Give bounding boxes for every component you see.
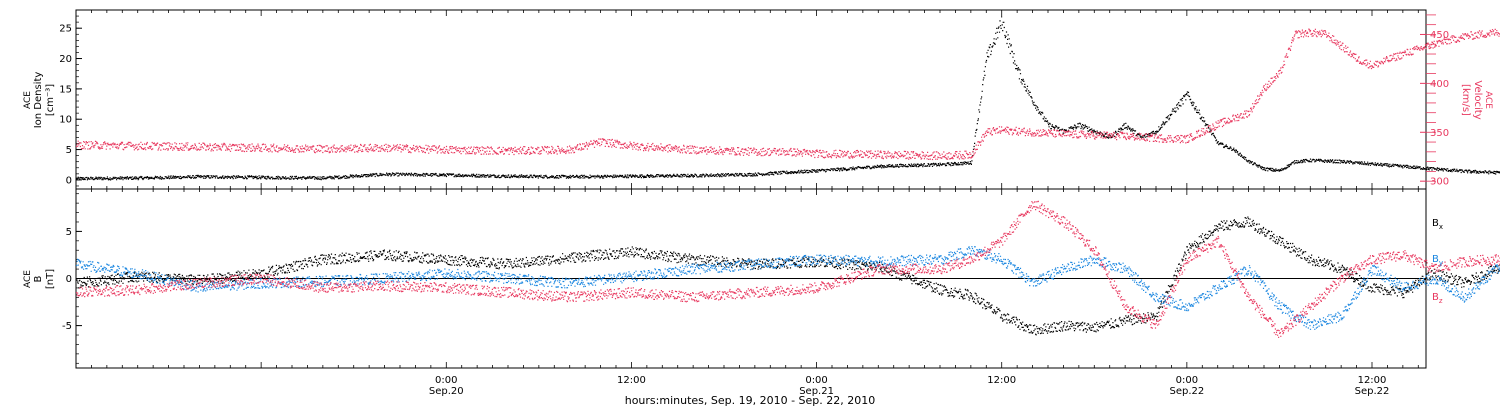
series-velocity bbox=[76, 28, 1500, 161]
top-right-ylabel-line2: Velocity bbox=[1472, 80, 1483, 119]
x-tick-time: 0:00 bbox=[805, 375, 827, 386]
x-tick-time: 12:00 bbox=[617, 375, 646, 386]
top-right-ylabel-line1: ACE bbox=[1483, 91, 1493, 109]
legend-by: By bbox=[1432, 254, 1443, 267]
right-tick-label: 450 bbox=[1430, 30, 1449, 41]
top-left-ylabel: ACE Ion Density [cm⁻³] bbox=[23, 72, 56, 129]
legend-bx: Bx bbox=[1432, 218, 1443, 231]
bottom-panel: -5 0 5 bbox=[62, 188, 1500, 369]
left-tick-label: 0 bbox=[66, 175, 72, 186]
bottom-left-ylabel-line2: B bbox=[33, 275, 44, 282]
x-axis-title: hours:minutes, Sep. 19, 2010 - Sep. 22, … bbox=[625, 394, 876, 407]
left-tick-label: 5 bbox=[66, 145, 72, 156]
x-tick-time: 0:00 bbox=[435, 375, 457, 386]
left-tick-label: 20 bbox=[59, 54, 72, 65]
x-tick-time: 12:00 bbox=[987, 375, 1016, 386]
top-right-ylabel-line3: [km/s] bbox=[1460, 84, 1471, 116]
left-tick-label: 25 bbox=[59, 24, 72, 35]
top-panel-frame bbox=[75, 9, 1427, 190]
x-tick-date: Sep.22 bbox=[1355, 386, 1390, 397]
top-panel: 0 5 10 15 20 25 300 350 400 450 bbox=[59, 9, 1500, 190]
left-tick-label: 0 bbox=[66, 274, 72, 285]
top-left-ylabel-line1: ACE bbox=[23, 91, 33, 109]
top-left-ylabel-line3: [cm⁻³] bbox=[45, 84, 56, 116]
top-right-ylabel: ACE Velocity [km/s] bbox=[1460, 80, 1493, 119]
legend-bz: Bz bbox=[1432, 292, 1443, 305]
x-tick-date: Sep.22 bbox=[1169, 386, 1204, 397]
series-ion-density bbox=[76, 16, 1500, 181]
legend: Bx By Bz bbox=[1432, 218, 1443, 305]
bottom-left-ylabel: ACE B [nT] bbox=[23, 269, 56, 289]
series-b-z bbox=[76, 200, 1500, 338]
series-b- bbox=[76, 216, 1500, 336]
x-tick-time: 0:00 bbox=[1176, 375, 1198, 386]
right-tick-label: 350 bbox=[1430, 128, 1449, 139]
left-tick-label: 5 bbox=[66, 227, 72, 238]
left-tick-label: 15 bbox=[59, 84, 72, 95]
bottom-left-ylabel-line1: ACE bbox=[23, 270, 33, 288]
left-tick-label: -5 bbox=[62, 321, 72, 332]
right-tick-label: 300 bbox=[1430, 177, 1449, 188]
right-tick-label: 400 bbox=[1430, 79, 1449, 90]
x-tick-time: 12:00 bbox=[1358, 375, 1387, 386]
x-tick-date: Sep.21 bbox=[799, 386, 834, 397]
top-left-ylabel-line2: Ion Density bbox=[33, 72, 44, 129]
bottom-left-ylabel-line3: [nT] bbox=[45, 269, 56, 289]
x-tick-date: Sep.20 bbox=[429, 386, 464, 397]
left-tick-label: 10 bbox=[59, 115, 72, 126]
